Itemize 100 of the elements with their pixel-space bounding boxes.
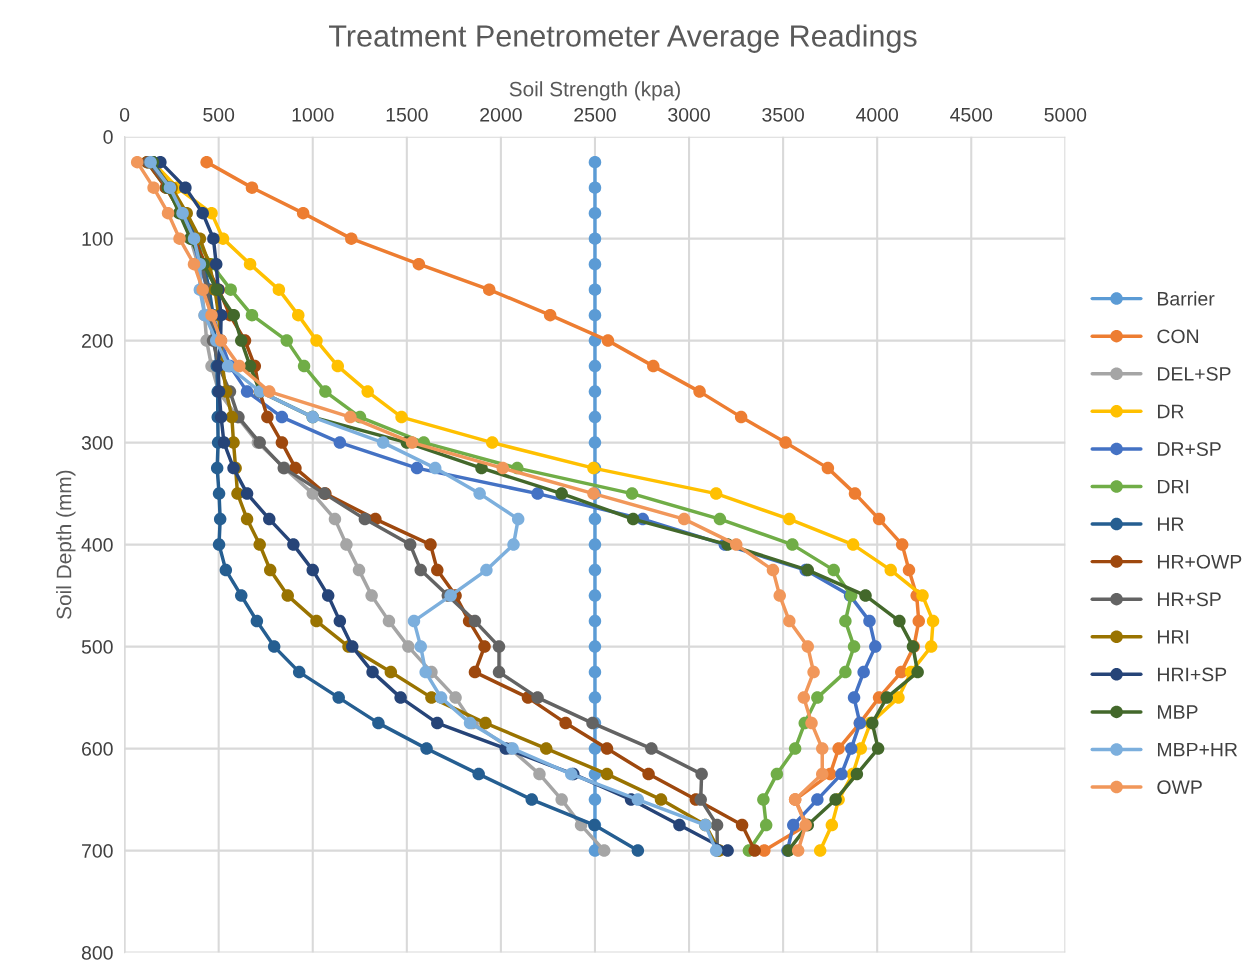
point xyxy=(848,487,862,500)
x-tick-label: 1000 xyxy=(292,107,334,122)
point xyxy=(187,257,201,271)
x-tick-label: 3500 xyxy=(762,107,804,122)
point xyxy=(402,640,415,653)
point xyxy=(734,410,748,424)
point xyxy=(783,614,796,628)
point xyxy=(912,614,926,628)
point xyxy=(306,563,319,577)
point xyxy=(382,614,396,628)
point xyxy=(588,436,602,449)
point xyxy=(869,640,882,653)
point xyxy=(224,283,237,296)
point xyxy=(235,334,248,347)
point xyxy=(511,512,525,526)
point xyxy=(787,818,800,832)
point xyxy=(926,614,940,628)
point xyxy=(539,742,553,755)
point xyxy=(333,614,347,628)
point xyxy=(412,257,426,271)
point xyxy=(207,232,220,245)
point xyxy=(677,512,691,526)
point xyxy=(394,691,407,704)
point xyxy=(694,793,707,806)
point xyxy=(759,818,773,832)
point xyxy=(600,767,614,781)
point xyxy=(213,512,227,526)
point xyxy=(902,563,916,577)
point xyxy=(797,691,811,704)
x-tick-label: 500 xyxy=(203,107,235,122)
legend-label: DEL+SP xyxy=(1158,366,1231,381)
point xyxy=(588,385,602,398)
point xyxy=(352,563,366,577)
point xyxy=(588,232,602,245)
point xyxy=(275,436,289,449)
point xyxy=(846,538,860,551)
point xyxy=(332,691,345,704)
point xyxy=(645,742,658,755)
point xyxy=(872,512,886,526)
point xyxy=(473,487,486,500)
point xyxy=(857,665,870,679)
point xyxy=(240,385,254,398)
legend-label: HRI xyxy=(1158,630,1189,644)
point xyxy=(924,640,938,653)
point xyxy=(468,665,482,679)
point xyxy=(233,359,246,373)
point xyxy=(871,742,885,755)
point xyxy=(588,563,602,577)
point xyxy=(533,767,546,781)
x-tick-label: 2500 xyxy=(574,107,616,122)
point xyxy=(292,308,305,322)
point xyxy=(210,461,224,475)
point xyxy=(345,232,358,245)
point xyxy=(147,181,160,194)
point xyxy=(911,665,924,679)
point xyxy=(424,538,437,551)
point xyxy=(847,640,861,653)
point xyxy=(710,818,724,832)
point xyxy=(428,461,442,475)
point xyxy=(130,155,144,169)
point xyxy=(263,512,276,526)
point xyxy=(588,691,602,704)
point xyxy=(296,206,310,220)
point xyxy=(844,742,858,755)
point xyxy=(813,844,827,857)
y-axis-title: Soil Depth (mm) xyxy=(56,470,76,619)
legend-label: CON xyxy=(1157,329,1199,344)
point xyxy=(267,640,281,653)
point xyxy=(310,334,323,347)
x-tick-label: 1500 xyxy=(386,107,428,122)
y-tick-label: 700 xyxy=(82,844,113,858)
point xyxy=(786,538,799,551)
point xyxy=(431,563,444,577)
point xyxy=(209,257,223,271)
point xyxy=(243,257,257,271)
point xyxy=(816,742,829,755)
point xyxy=(859,589,872,602)
legend-label: HR xyxy=(1158,517,1184,531)
point xyxy=(588,589,602,602)
point xyxy=(407,614,421,628)
point xyxy=(419,665,432,679)
point xyxy=(588,538,602,551)
point xyxy=(365,589,378,602)
point xyxy=(893,614,906,628)
point xyxy=(361,385,374,398)
x-tick-label: 4000 xyxy=(856,107,899,122)
point xyxy=(631,844,645,857)
point xyxy=(791,844,805,857)
point xyxy=(319,385,332,398)
point xyxy=(384,665,398,679)
y-tick-label: 500 xyxy=(81,640,113,654)
point xyxy=(555,487,568,500)
point xyxy=(240,512,254,526)
point xyxy=(200,155,213,169)
point xyxy=(225,410,239,424)
point xyxy=(588,257,602,271)
x-tick-label: 5000 xyxy=(1044,107,1087,122)
point xyxy=(821,461,835,475)
point xyxy=(410,461,424,475)
point xyxy=(531,691,544,704)
